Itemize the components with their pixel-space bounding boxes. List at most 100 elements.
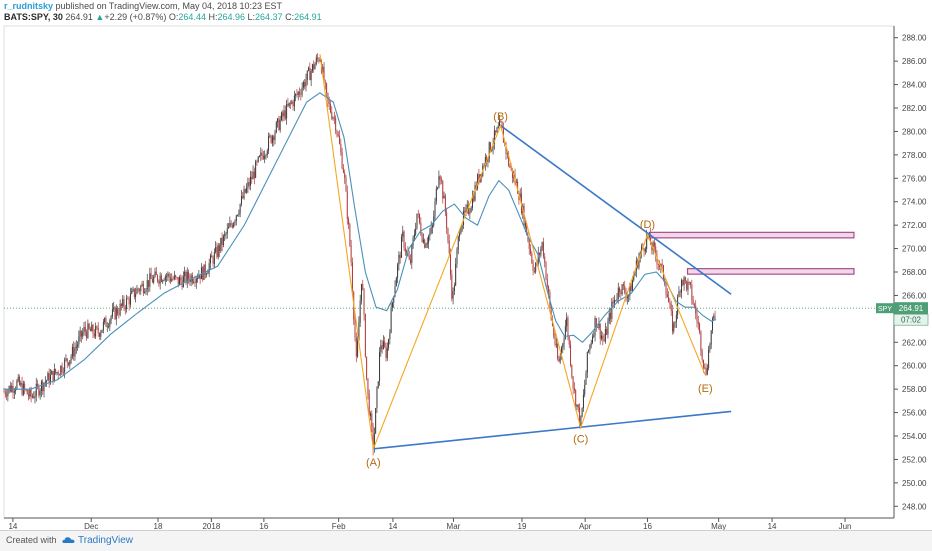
candle-body (299, 91, 301, 94)
candle-body (268, 136, 270, 151)
candle-body (83, 326, 85, 333)
candle-body (28, 394, 30, 397)
candle-body (185, 271, 187, 283)
candle-body (493, 130, 495, 144)
resistance-zone[interactable] (686, 268, 855, 275)
candle-body (655, 246, 657, 256)
candle-body (619, 287, 621, 293)
candle-body (186, 271, 188, 283)
candle-body (280, 112, 282, 120)
resistance-zone[interactable] (649, 231, 855, 239)
candle-body (548, 286, 550, 293)
candle-body (563, 338, 565, 344)
price-axis[interactable]: 248.00 250.00 252.00 254.00 256.00 258.00 260.… (894, 34, 927, 512)
candle-body (681, 280, 683, 293)
candle-body (164, 276, 166, 281)
candle-body (269, 135, 271, 137)
candle-body (424, 239, 426, 248)
candle-body (142, 283, 144, 294)
candle-body (615, 300, 617, 301)
candle-body (591, 336, 593, 343)
candle-body (25, 389, 27, 391)
candle-body (279, 119, 281, 131)
candle-body (588, 350, 590, 352)
candle-body (137, 288, 139, 290)
candle-body (17, 376, 19, 381)
candle-body (133, 288, 135, 298)
trendlines[interactable] (373, 124, 732, 450)
candle-body (385, 346, 387, 359)
candle-body (604, 329, 606, 342)
chart-header: r_rudnitsky published on TradingView.com… (4, 1, 928, 27)
author-link[interactable]: r_rudnitsky (4, 1, 54, 11)
candle-body (474, 185, 476, 201)
candle-body (359, 300, 361, 323)
candle-body (368, 393, 370, 416)
candle-body (313, 64, 315, 70)
candle-body (89, 328, 91, 332)
candle-body (497, 126, 499, 128)
candle-body (118, 313, 120, 315)
candle-body (101, 329, 103, 333)
candle-body (123, 299, 125, 308)
candle-body (248, 182, 250, 186)
wave-label: (A) (366, 457, 381, 469)
candle-body (580, 416, 582, 425)
price-change: +2.29 (+0.87%) (104, 12, 167, 22)
candle-body (339, 136, 341, 144)
y-tick-label: 278.00 (902, 151, 927, 160)
time-axis[interactable]: 14 Dec 18 2018 16 Feb 14 Mar 19 Apr 16 May 14 Jun (8, 518, 852, 530)
candle-body (284, 110, 286, 119)
candle-body (47, 373, 49, 381)
trendline[interactable] (500, 124, 732, 295)
candle-body (433, 216, 435, 226)
candle-body (114, 307, 116, 320)
candle-body (79, 330, 81, 337)
candle-body (612, 301, 614, 304)
y-tick-label: 256.00 (902, 409, 927, 418)
candle-body (362, 283, 364, 290)
cloud-logo-icon (62, 537, 75, 543)
y-tick-label: 250.00 (902, 479, 927, 488)
candle-body (653, 242, 655, 247)
candle-body (603, 339, 605, 342)
candle-body (70, 356, 72, 361)
candle-body (80, 330, 82, 337)
candle-body (24, 383, 26, 390)
candle-body (633, 275, 635, 281)
candle-body (377, 381, 379, 388)
elliott-waves[interactable]: (A) (B) (C) (D) (E) (319, 54, 713, 469)
candle-body (558, 358, 560, 362)
candle-body (270, 135, 272, 143)
trendline[interactable] (373, 410, 732, 450)
candle-body (391, 302, 393, 308)
candle-body (634, 271, 636, 276)
wave-path[interactable] (319, 54, 706, 452)
candle-body (239, 203, 241, 214)
candle-body (109, 320, 111, 327)
candle-body (337, 134, 339, 137)
candle-body (302, 82, 304, 88)
candle-body (706, 367, 708, 375)
y-tick-label: 268.00 (902, 268, 927, 277)
candle-body (537, 253, 539, 264)
candle-body (73, 346, 75, 357)
candle-body (153, 276, 155, 283)
candle-body (532, 262, 534, 272)
candle-body (35, 383, 37, 396)
candle-body (711, 318, 713, 331)
candle-body (234, 220, 236, 223)
candle-body (95, 326, 97, 337)
price-chart[interactable]: (A) (B) (C) (D) (E) 248.00 250.00 252.00 254.00… (0, 0, 932, 530)
candle-body (420, 222, 422, 235)
candle-body (264, 155, 266, 159)
candle-body (256, 161, 258, 163)
tradingview-brand[interactable]: TradingView (78, 535, 134, 546)
candle-body (631, 280, 633, 292)
candle-body (373, 433, 375, 449)
candle-body (93, 333, 95, 337)
candle-body (110, 316, 112, 321)
candle-body (220, 237, 222, 252)
candle-body (257, 156, 259, 162)
candle-body (242, 196, 244, 199)
